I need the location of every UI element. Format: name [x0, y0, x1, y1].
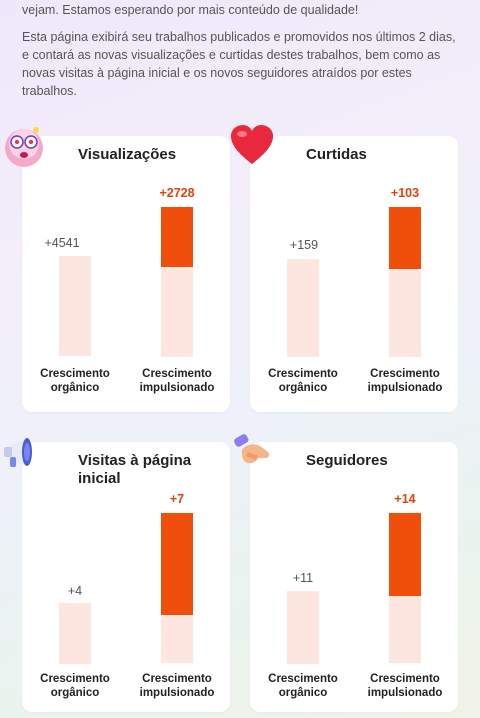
card-title: Seguidores — [306, 452, 388, 469]
organic-value: +4 — [67, 584, 83, 598]
handshake-icon — [234, 434, 270, 464]
boosted-value: +14 — [394, 492, 416, 506]
views-card: Visualizações +4541 +2728 Crescimento org… — [5, 127, 230, 412]
heart-icon — [231, 125, 273, 164]
organic-bar — [59, 256, 91, 356]
megaphone-icon — [4, 438, 32, 467]
card-title: Curtidas — [306, 146, 367, 163]
organic-label: Crescimento orgânico — [40, 368, 110, 394]
boosted-bar — [161, 207, 193, 357]
boosted-bar — [161, 513, 193, 663]
organic-label: Crescimento orgânico — [268, 673, 338, 699]
boosted-bar-fill — [161, 207, 193, 267]
boosted-label: Crescimento impulsionado — [367, 368, 443, 394]
followers-card: Seguidores +11 +14 Crescimento orgânico C… — [234, 434, 458, 712]
boosted-label: Crescimento impulsionado — [367, 673, 443, 699]
likes-card: Curtidas +159 +103 Crescimento orgânico C… — [231, 125, 458, 412]
organic-value: +11 — [292, 571, 314, 585]
intro-paragraph: Esta página exibirá seu trabalhos public… — [22, 30, 456, 98]
boosted-value: +2728 — [159, 186, 195, 200]
boosted-value: +103 — [390, 186, 420, 200]
card-title: Visualizações — [78, 146, 177, 163]
organic-bar — [59, 603, 91, 664]
boosted-value: +7 — [169, 492, 185, 506]
visits-card: Visitas à página inicial +4 +7 Crescimen… — [4, 438, 230, 712]
organic-bar — [287, 591, 319, 664]
boosted-label: Crescimento impulsionado — [139, 673, 215, 699]
intro-line: vejam. Estamos esperando por mais conteú… — [22, 3, 359, 17]
organic-label: Crescimento orgânico — [268, 368, 338, 394]
boosted-label: Crescimento impulsionado — [139, 368, 215, 394]
boosted-bar — [389, 513, 421, 663]
boosted-bar — [389, 207, 421, 357]
card-title: Visitas à página inicial — [78, 452, 192, 487]
organic-value: +4541 — [44, 236, 80, 250]
boosted-bar-fill — [389, 513, 421, 596]
organic-bar — [287, 259, 319, 357]
boosted-bar-fill — [389, 207, 421, 269]
organic-label: Crescimento orgânico — [40, 673, 110, 699]
boosted-bar-fill — [161, 513, 193, 615]
organic-value: +159 — [289, 238, 319, 252]
dizzy-face-icon — [5, 127, 43, 167]
